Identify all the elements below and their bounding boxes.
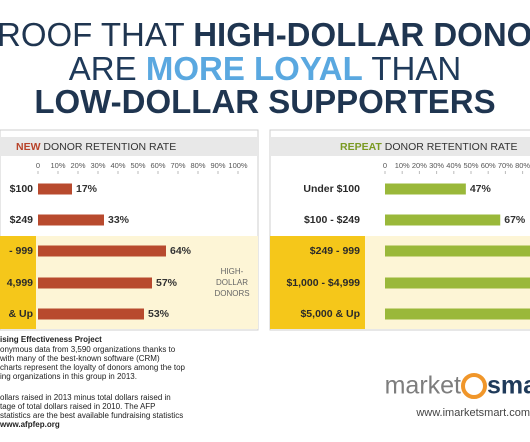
- title-line: LOW-DOLLAR SUPPORTERS: [34, 83, 495, 120]
- category-label: Under $100: [303, 183, 360, 195]
- category-label: 4,999: [7, 277, 33, 289]
- x-tick-label: 40%: [110, 161, 125, 170]
- value-label: 53%: [148, 308, 170, 320]
- footer-line: www.afpfep.org: [0, 420, 60, 429]
- x-tick-label: 60%: [150, 161, 165, 170]
- header-prefix: NEW: [16, 141, 41, 153]
- x-tick-label: 10%: [50, 161, 65, 170]
- bar: [385, 245, 530, 257]
- category-label: $100: [10, 183, 34, 195]
- logo-market: market: [385, 372, 461, 400]
- footer-line: ising Effectiveness Project: [0, 335, 102, 344]
- header-bar: [0, 137, 258, 156]
- category-label: $5,000 & Up: [300, 308, 360, 320]
- value-label: 33%: [108, 214, 130, 226]
- x-tick-label: 60%: [481, 161, 496, 170]
- title-part: ARE: [69, 50, 146, 87]
- footer-line: tage of total dollars raised in 2010. Th…: [0, 402, 156, 411]
- bar: [385, 277, 530, 289]
- bar: [38, 308, 144, 320]
- header-bar: [270, 137, 530, 156]
- x-tick-label: 30%: [90, 161, 105, 170]
- title-line: ARE MORE LOYAL THAN: [69, 50, 461, 87]
- title-line: ROOF THAT HIGH-DOLLAR DONOR: [0, 16, 530, 53]
- x-tick-label: 20%: [70, 161, 85, 170]
- category-label: - 999: [9, 245, 33, 257]
- category-label: $249: [10, 214, 34, 226]
- value-label: 57%: [156, 277, 178, 289]
- x-tick-label: 0: [383, 161, 387, 170]
- x-tick-label: 10%: [395, 161, 410, 170]
- logo-url: www.imarketsmart.com: [415, 407, 530, 419]
- annotation: DONORS: [214, 289, 249, 298]
- value-label: 17%: [76, 183, 98, 195]
- x-tick-label: 70%: [498, 161, 513, 170]
- panel-header: REPEAT DONOR RETENTION RATE: [340, 141, 518, 153]
- title-part: LOW-DOLLAR SUPPORTERS: [34, 83, 495, 120]
- footer-line: onymous data from 3,590 organizations th…: [0, 345, 176, 354]
- bar: [385, 308, 530, 320]
- x-tick-label: 50%: [463, 161, 478, 170]
- x-tick-label: 90%: [210, 161, 225, 170]
- bar: [38, 214, 104, 226]
- footer-line: charts represent the loyalty of donors a…: [0, 363, 186, 372]
- value-label: 47%: [470, 183, 492, 195]
- highlight-label-band: [270, 236, 365, 329]
- annotation: HIGH-: [221, 267, 244, 276]
- annotation: DOLLAR: [216, 278, 248, 287]
- footer-line: ing organizations in this group in 2013.: [0, 372, 137, 381]
- bar: [38, 277, 152, 289]
- title-part: THAN: [363, 50, 461, 87]
- bar: [385, 214, 501, 226]
- header-text: DONOR RETENTION RATE: [41, 141, 177, 153]
- value-label: 67%: [504, 214, 526, 226]
- category-label: $1,000 - $4,999: [286, 277, 360, 289]
- category-label: $249 - 999: [310, 245, 360, 257]
- x-tick-label: 70%: [170, 161, 185, 170]
- highlight-label-band: [0, 236, 36, 329]
- footer-line: statistics are the best available fundra…: [0, 411, 183, 420]
- x-tick-label: 30%: [429, 161, 444, 170]
- panel-header: NEW DONOR RETENTION RATE: [16, 141, 176, 153]
- bar: [38, 245, 166, 257]
- bar: [385, 183, 466, 195]
- x-tick-label: 80%: [515, 161, 530, 170]
- footer-line: with many of the best-known software (CR…: [0, 354, 160, 363]
- title-part: ROOF THAT: [0, 16, 193, 53]
- logo-smart: sma: [487, 372, 530, 400]
- x-tick-label: 0: [36, 161, 40, 170]
- value-label: 64%: [170, 245, 192, 257]
- x-tick-label: 40%: [446, 161, 461, 170]
- logo-ring: [461, 373, 487, 399]
- header-prefix: REPEAT: [340, 141, 382, 153]
- x-tick-label: 100%: [228, 161, 248, 170]
- title-part: HIGH-DOLLAR DONOR: [193, 16, 530, 53]
- category-label: & Up: [9, 308, 34, 320]
- x-tick-label: 80%: [190, 161, 205, 170]
- title-part: MORE LOYAL: [146, 50, 363, 87]
- footer-line: ollars raised in 2013 minus total dollar…: [0, 393, 171, 402]
- bar: [38, 183, 72, 195]
- x-tick-label: 50%: [130, 161, 145, 170]
- x-tick-label: 20%: [412, 161, 427, 170]
- header-text: DONOR RETENTION RATE: [382, 141, 518, 153]
- category-label: $100 - $249: [304, 214, 360, 226]
